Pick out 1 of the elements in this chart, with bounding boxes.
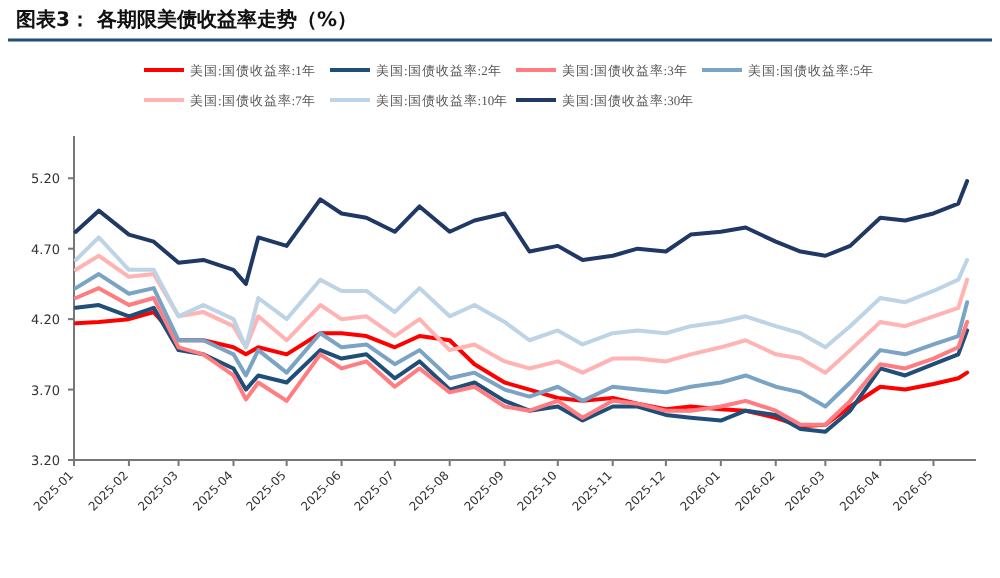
chart-title: 图表3： 各期限美债收益率走势（%） — [16, 8, 357, 32]
